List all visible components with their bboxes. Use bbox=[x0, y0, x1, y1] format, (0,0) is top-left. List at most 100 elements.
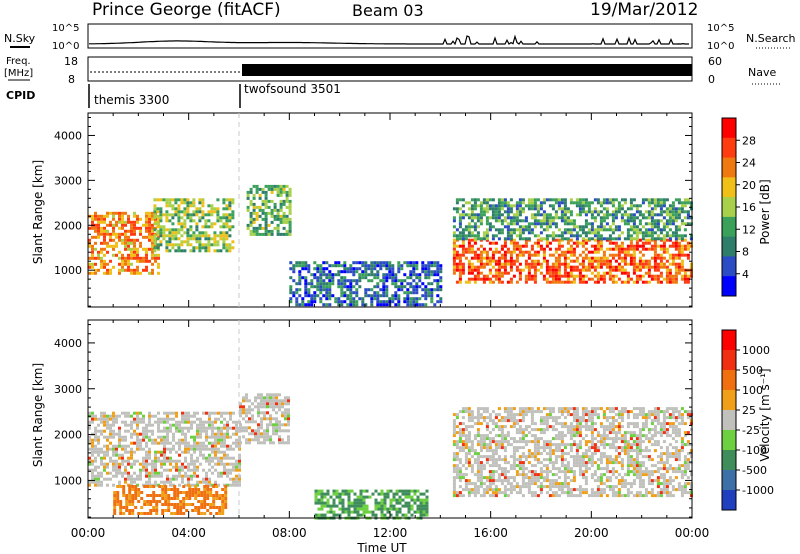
data-cell bbox=[584, 434, 588, 438]
data-cell bbox=[119, 509, 123, 512]
data-cell bbox=[584, 219, 588, 223]
data-cell bbox=[662, 247, 666, 251]
data-cell bbox=[479, 479, 483, 483]
data-cell bbox=[596, 407, 600, 411]
data-cell bbox=[427, 270, 431, 274]
data-cell bbox=[644, 216, 648, 220]
data-cell bbox=[285, 220, 289, 224]
data-cell bbox=[245, 399, 248, 403]
data-cell bbox=[124, 411, 127, 415]
data-cell bbox=[124, 256, 127, 260]
data-cell bbox=[503, 473, 507, 477]
data-cell bbox=[524, 274, 528, 278]
data-cell bbox=[677, 271, 681, 275]
data-cell bbox=[223, 450, 226, 454]
data-cell bbox=[464, 225, 468, 229]
data-cell bbox=[285, 184, 289, 188]
data-cell bbox=[124, 247, 127, 251]
data-cell bbox=[656, 262, 660, 266]
data-cell bbox=[650, 231, 654, 235]
data-cell bbox=[282, 187, 286, 191]
data-cell bbox=[133, 471, 136, 475]
data-cell bbox=[515, 413, 519, 417]
data-cell bbox=[88, 265, 91, 269]
data-cell bbox=[112, 232, 115, 236]
data-cell bbox=[153, 204, 157, 208]
data-cell bbox=[608, 262, 612, 266]
data-cell bbox=[178, 447, 181, 451]
data-cell bbox=[569, 247, 573, 251]
data-cell bbox=[239, 441, 242, 445]
data-cell bbox=[217, 438, 220, 442]
data-cell bbox=[587, 410, 591, 414]
data-cell bbox=[458, 431, 462, 435]
data-cell bbox=[206, 485, 210, 488]
data-cell bbox=[572, 253, 576, 257]
data-cell bbox=[638, 274, 642, 278]
data-cell bbox=[569, 491, 573, 495]
data-cell bbox=[467, 410, 471, 414]
data-cell bbox=[91, 271, 94, 275]
data-cell bbox=[602, 262, 606, 266]
data-cell bbox=[536, 213, 540, 217]
data-cell bbox=[310, 300, 314, 304]
data-cell bbox=[216, 240, 220, 244]
data-cell bbox=[635, 241, 639, 245]
data-cell bbox=[509, 222, 513, 226]
data-cell bbox=[689, 222, 693, 226]
data-cell bbox=[617, 234, 621, 238]
data-cell bbox=[214, 450, 217, 454]
data-cell bbox=[473, 494, 477, 498]
data-cell bbox=[97, 214, 100, 218]
data-cell bbox=[196, 417, 199, 421]
data-cell bbox=[322, 270, 326, 274]
data-cell bbox=[617, 207, 621, 211]
data-cell bbox=[629, 216, 633, 220]
data-cell bbox=[503, 455, 507, 459]
data-cell bbox=[533, 207, 537, 211]
data-cell bbox=[151, 244, 154, 248]
data-cell bbox=[183, 207, 187, 211]
data-cell bbox=[415, 282, 419, 286]
data-cell bbox=[181, 426, 184, 430]
data-cell bbox=[217, 429, 220, 433]
data-cell bbox=[121, 459, 124, 463]
data-cell bbox=[349, 294, 353, 298]
data-cell bbox=[122, 491, 126, 494]
data-cell bbox=[319, 288, 323, 292]
data-cell bbox=[680, 222, 684, 226]
data-cell bbox=[346, 297, 350, 301]
data-cell bbox=[160, 441, 163, 445]
data-cell bbox=[151, 438, 154, 442]
data-cell bbox=[175, 441, 178, 445]
data-cell bbox=[325, 273, 329, 277]
data-cell bbox=[361, 261, 365, 265]
data-cell bbox=[109, 271, 112, 275]
data-cell bbox=[160, 417, 163, 421]
data-cell bbox=[518, 413, 522, 417]
data-cell bbox=[220, 444, 223, 448]
data-cell bbox=[596, 237, 600, 241]
data-cell bbox=[569, 422, 573, 426]
data-cell bbox=[355, 267, 359, 271]
data-cell bbox=[278, 438, 281, 442]
data-cell bbox=[611, 231, 615, 235]
data-cell bbox=[572, 247, 576, 251]
data-cell bbox=[160, 480, 163, 484]
data-cell bbox=[343, 267, 347, 271]
data-cell bbox=[223, 417, 226, 421]
data-cell bbox=[281, 411, 284, 415]
data-cell bbox=[97, 447, 100, 451]
data-cell bbox=[229, 462, 232, 466]
data-cell bbox=[148, 414, 151, 418]
data-cell bbox=[485, 407, 489, 411]
data-cell bbox=[632, 262, 636, 266]
data-cell bbox=[656, 213, 660, 217]
data-cell bbox=[518, 437, 522, 441]
data-cell bbox=[503, 253, 507, 257]
data-cell bbox=[376, 282, 380, 286]
data-cell bbox=[266, 432, 269, 436]
data-cell bbox=[169, 411, 172, 415]
data-cell bbox=[349, 279, 353, 283]
data-cell bbox=[179, 500, 183, 503]
